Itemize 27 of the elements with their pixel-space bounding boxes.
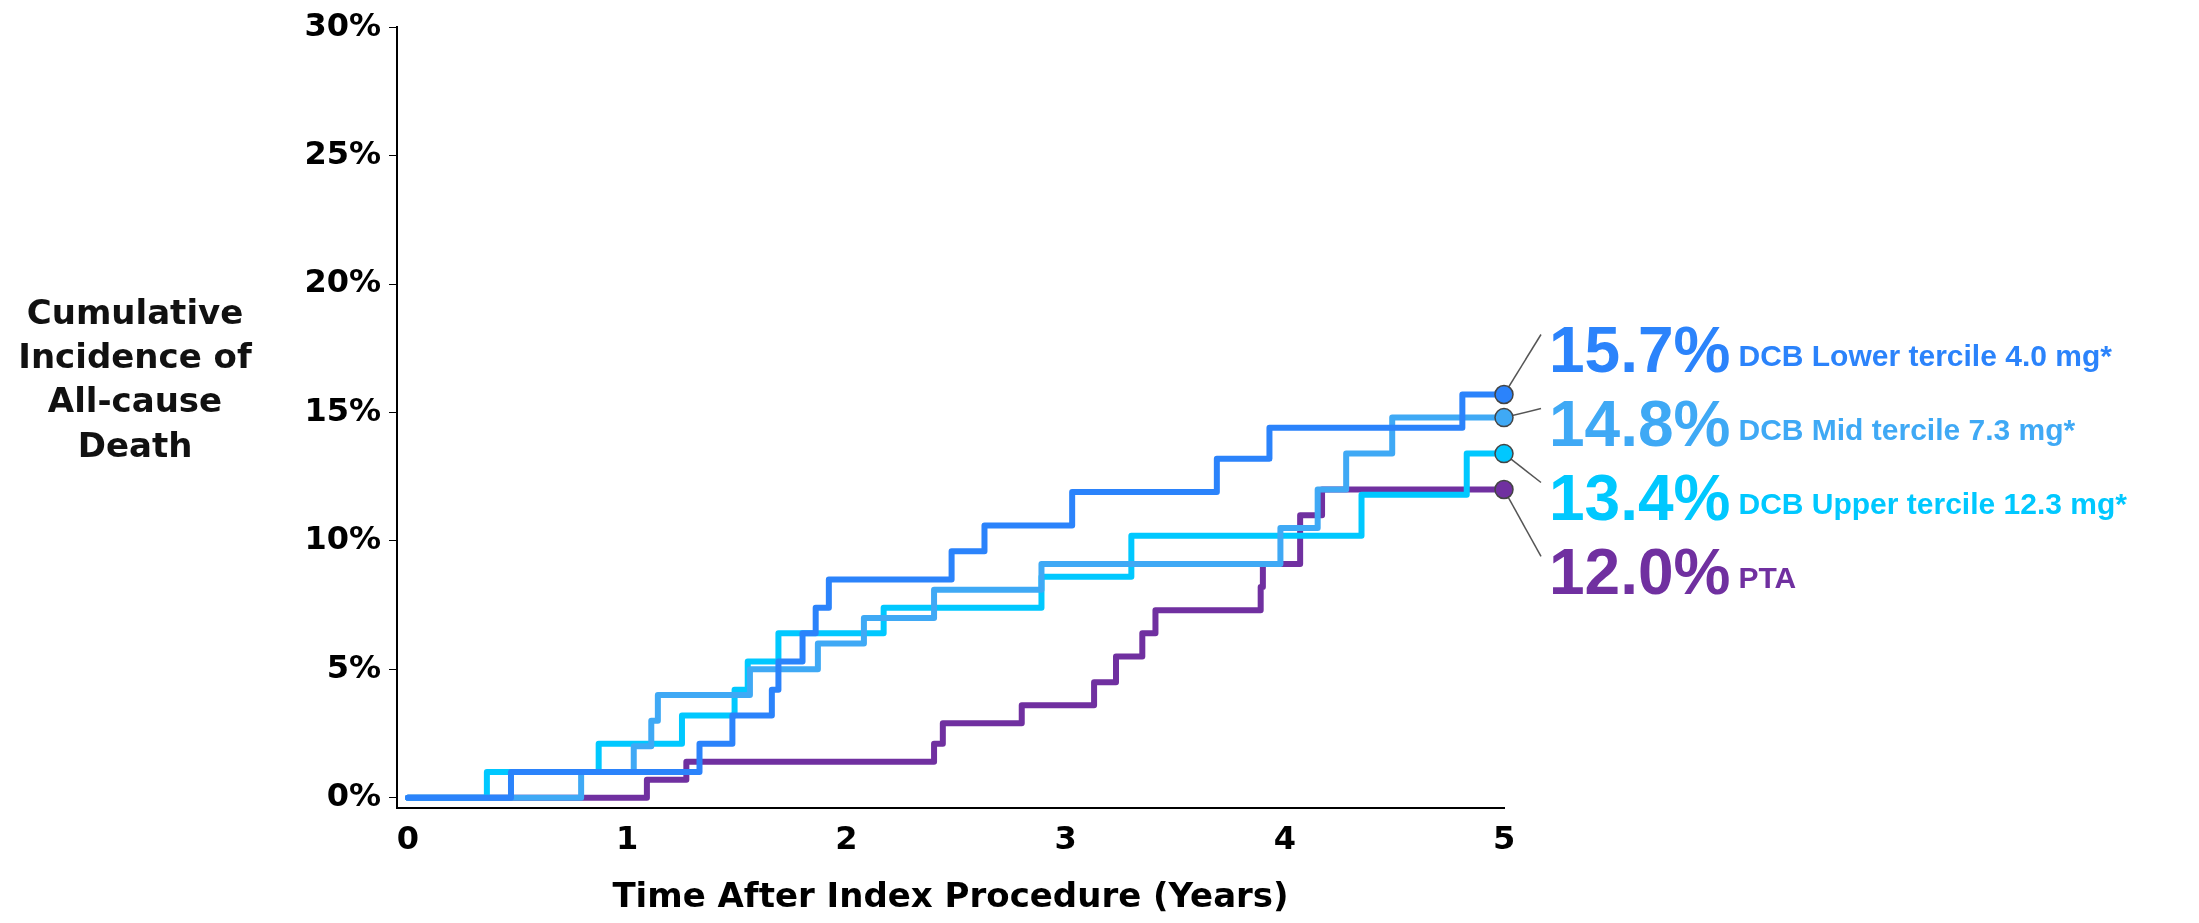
y-tick-label: 5% — [326, 647, 381, 686]
point — [1494, 479, 1514, 500]
text: DCB Mid tercile 7.3 mg* — [1738, 412, 2076, 446]
x-tick-label: 5 — [1492, 818, 1516, 857]
x-tick-label: 3 — [1054, 818, 1077, 857]
text: 14.8% — [1549, 388, 1731, 461]
x-axis-title: Time After Index Procedure (Years) — [612, 875, 1289, 916]
text: 15.7% — [1549, 314, 1731, 387]
y-tick-label: 10% — [304, 519, 381, 558]
text: 12.0% — [1549, 536, 1731, 609]
text: DCB Lower tercile 4.0 mg* — [1738, 338, 2113, 372]
y-tick-label: 20% — [304, 262, 381, 301]
y-tick-label: 15% — [304, 390, 381, 429]
text: 13.4% — [1549, 462, 1731, 535]
point — [1494, 407, 1514, 428]
y-tick-label: 0% — [326, 776, 381, 815]
text: PTA — [1738, 560, 1797, 594]
point — [1494, 384, 1514, 405]
y-tick-label: 30% — [304, 5, 381, 44]
y-tick-label: 25% — [304, 133, 381, 172]
point — [1494, 443, 1514, 464]
x-tick-label: 2 — [835, 818, 858, 857]
x-tick-label: 4 — [1273, 818, 1296, 857]
x-tick-label: 0 — [396, 818, 420, 857]
x-tick-label: 1 — [616, 818, 639, 857]
text: DCB Upper tercile 12.3 mg* — [1738, 486, 2128, 520]
y-axis-title: Cumulative Incidence of All-cause Death — [17, 291, 253, 467]
